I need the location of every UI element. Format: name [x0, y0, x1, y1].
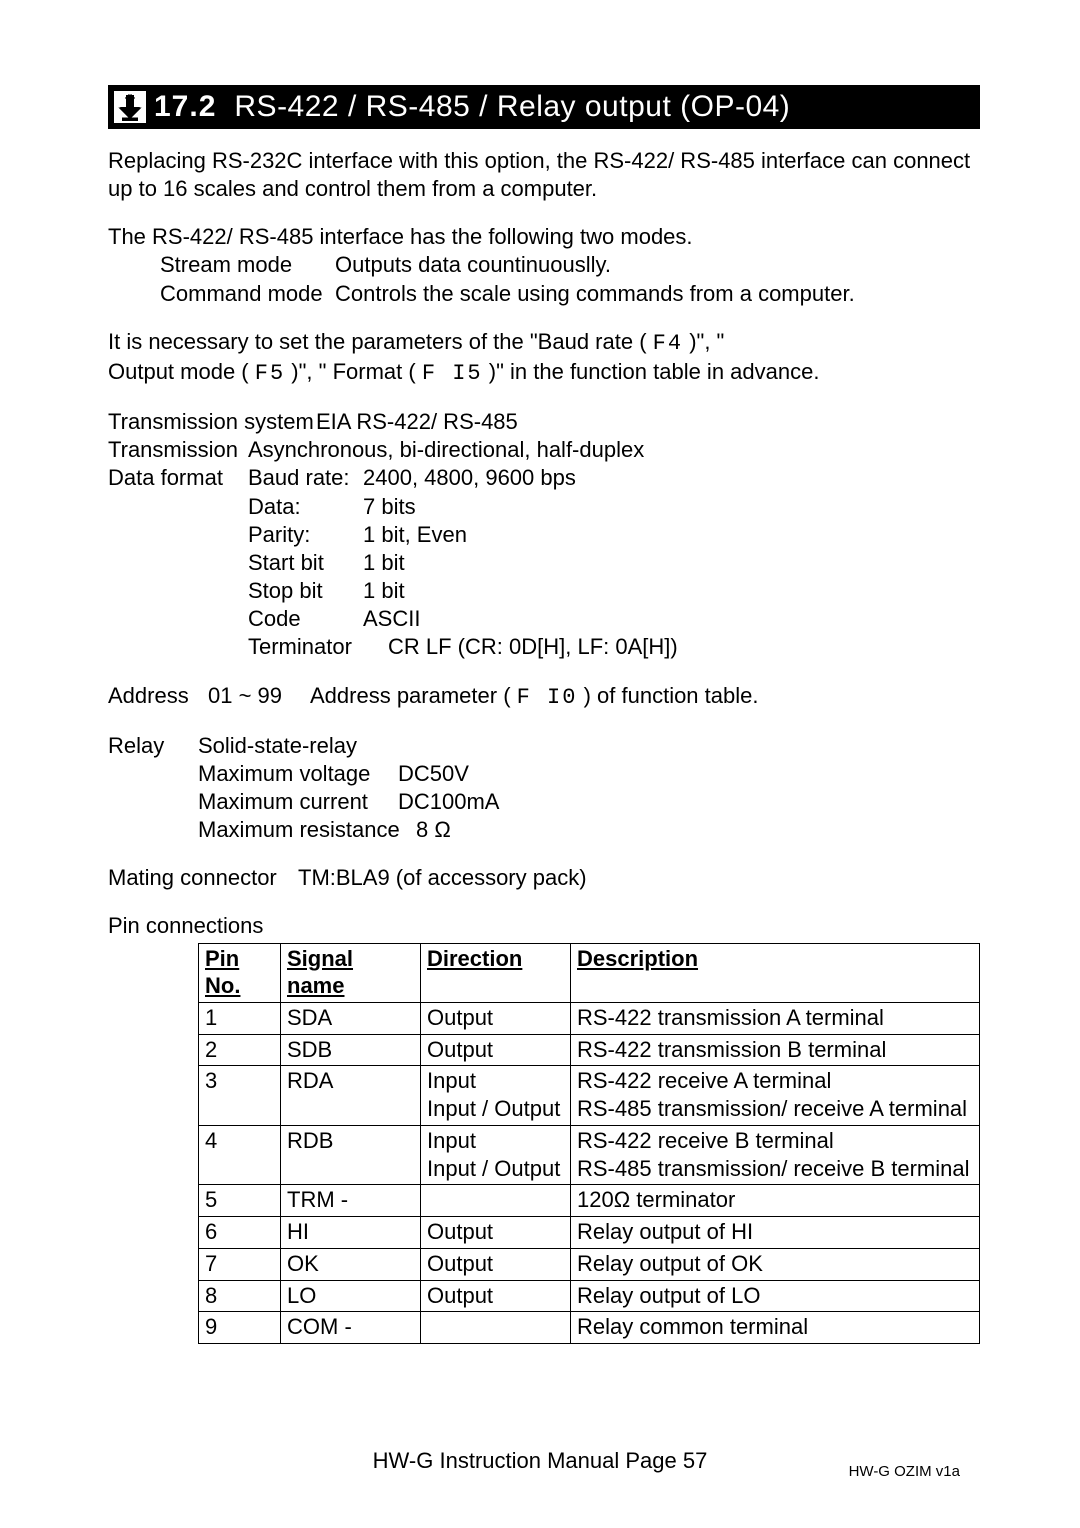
command-mode-desc: Controls the scale using commands from a… — [335, 280, 980, 308]
transmission-label: Transmission — [108, 436, 248, 464]
section-number: 17.2 — [154, 90, 216, 124]
stream-mode-desc: Outputs data countinuouslly. — [335, 251, 980, 279]
seg-f15: F I5 — [422, 361, 483, 386]
table-cell: 7 — [199, 1248, 281, 1280]
table-cell: RDA — [281, 1066, 421, 1125]
mating-val: TM:BLA9 (of accessory pack) — [298, 864, 587, 892]
table-cell: Relay output of HI — [571, 1217, 980, 1249]
address-row: Address 01 ~ 99 Address parameter ( F I0… — [108, 682, 980, 712]
table-cell: TRM - — [281, 1185, 421, 1217]
table-cell: Relay output of LO — [571, 1280, 980, 1312]
terminator-v: CR LF (CR: 0D[H], LF: 0A[H]) — [388, 633, 678, 661]
th-description: Description — [571, 943, 980, 1002]
baud-v: 2400, 4800, 9600 bps — [363, 464, 576, 492]
table-row: 6HIOutputRelay output of HI — [199, 1217, 980, 1249]
params-paragraph: It is necessary to set the parameters of… — [108, 328, 980, 388]
relay-current-k: Maximum current — [198, 788, 398, 816]
table-cell: Output — [421, 1003, 571, 1035]
table-cell: RDB — [281, 1125, 421, 1184]
transmission-val: Asynchronous, bi-directional, half-duple… — [248, 436, 980, 464]
relay-voltage-v: DC50V — [398, 760, 469, 788]
table-cell: 8 — [199, 1280, 281, 1312]
table-cell: Relay common terminal — [571, 1312, 980, 1344]
relay-resistance-k: Maximum resistance — [198, 816, 416, 844]
table-cell: 4 — [199, 1125, 281, 1184]
modes-intro: The RS-422/ RS-485 interface has the fol… — [108, 223, 980, 251]
table-row: 9COM - Relay common terminal — [199, 1312, 980, 1344]
seg-f10: F I0 — [517, 685, 578, 710]
page-revision: HW-G OZIM v1a — [849, 1463, 960, 1480]
table-cell: 9 — [199, 1312, 281, 1344]
address-label: Address — [108, 682, 198, 712]
intro-paragraph: Replacing RS-232C interface with this op… — [108, 147, 980, 203]
table-cell: InputInput / Output — [421, 1125, 571, 1184]
relay-label: Relay — [108, 732, 198, 845]
table-cell — [421, 1312, 571, 1344]
table-cell: HI — [281, 1217, 421, 1249]
table-cell: 2 — [199, 1034, 281, 1066]
table-cell: LO — [281, 1280, 421, 1312]
table-cell: 5 — [199, 1185, 281, 1217]
data-format-label: Data format — [108, 464, 248, 492]
relay-current-v: DC100mA — [398, 788, 499, 816]
pin-connections-table: Pin No. Signal name Direction Descriptio… — [198, 943, 980, 1344]
relay-type: Solid-state-relay — [198, 732, 980, 760]
address-range: 01 ~ 99 — [208, 682, 300, 712]
command-mode-label: Command mode — [160, 280, 335, 308]
th-pin: Pin No. — [199, 943, 281, 1002]
table-cell: SDA — [281, 1003, 421, 1035]
table-cell: Output — [421, 1248, 571, 1280]
parity-k: Parity: — [248, 521, 363, 549]
table-cell: 1 — [199, 1003, 281, 1035]
th-direction: Direction — [421, 943, 571, 1002]
start-v: 1 bit — [363, 549, 405, 577]
baud-k: Baud rate: — [248, 464, 363, 492]
th-signal: Signal name — [281, 943, 421, 1002]
table-row: 5TRM - 120Ω terminator — [199, 1185, 980, 1217]
table-cell — [421, 1185, 571, 1217]
code-v: ASCII — [363, 605, 420, 633]
mating-label: Mating connector — [108, 864, 298, 892]
table-cell: 3 — [199, 1066, 281, 1125]
section-header: 17.2 RS-422 / RS-485 / Relay output (OP-… — [108, 85, 980, 129]
section-title: RS-422 / RS-485 / Relay output (OP-04) — [234, 90, 790, 124]
code-k: Code — [248, 605, 363, 633]
table-row: 2SDBOutputRS-422 transmission B terminal — [199, 1034, 980, 1066]
table-row: 4RDBInputInput / OutputRS-422 receive B … — [199, 1125, 980, 1184]
download-arrow-icon — [112, 89, 148, 125]
table-cell: Output — [421, 1217, 571, 1249]
trans-sys-val: EIA RS-422/ RS-485 — [316, 408, 518, 436]
table-cell: RS-422 transmission A terminal — [571, 1003, 980, 1035]
seg-f5: F5 — [255, 361, 285, 386]
table-row: 1SDAOutputRS-422 transmission A terminal — [199, 1003, 980, 1035]
table-cell: 120Ω terminator — [571, 1185, 980, 1217]
table-cell: OK — [281, 1248, 421, 1280]
table-cell: RS-422 receive A terminalRS-485 transmis… — [571, 1066, 980, 1125]
table-cell: COM - — [281, 1312, 421, 1344]
table-row: 7OKOutputRelay output of OK — [199, 1248, 980, 1280]
table-row: 8LOOutputRelay output of LO — [199, 1280, 980, 1312]
relay-voltage-k: Maximum voltage — [198, 760, 398, 788]
terminator-k: Terminator — [248, 633, 388, 661]
data-k: Data: — [248, 493, 363, 521]
table-cell: InputInput / Output — [421, 1066, 571, 1125]
stop-v: 1 bit — [363, 577, 405, 605]
start-k: Start bit — [248, 549, 363, 577]
data-v: 7 bits — [363, 493, 416, 521]
table-cell: SDB — [281, 1034, 421, 1066]
table-cell: RS-422 transmission B terminal — [571, 1034, 980, 1066]
seg-f4: F4 — [653, 331, 683, 356]
parity-v: 1 bit, Even — [363, 521, 467, 549]
table-cell: RS-422 receive B terminalRS-485 transmis… — [571, 1125, 980, 1184]
relay-resistance-v: 8 Ω — [416, 816, 451, 844]
pin-connections-label: Pin connections — [108, 912, 980, 940]
table-row: 3RDAInputInput / OutputRS-422 receive A … — [199, 1066, 980, 1125]
trans-sys-label: Transmission system — [108, 408, 316, 436]
table-cell: Output — [421, 1034, 571, 1066]
table-cell: 6 — [199, 1217, 281, 1249]
table-cell: Output — [421, 1280, 571, 1312]
stream-mode-label: Stream mode — [160, 251, 335, 279]
table-cell: Relay output of OK — [571, 1248, 980, 1280]
stop-k: Stop bit — [248, 577, 363, 605]
